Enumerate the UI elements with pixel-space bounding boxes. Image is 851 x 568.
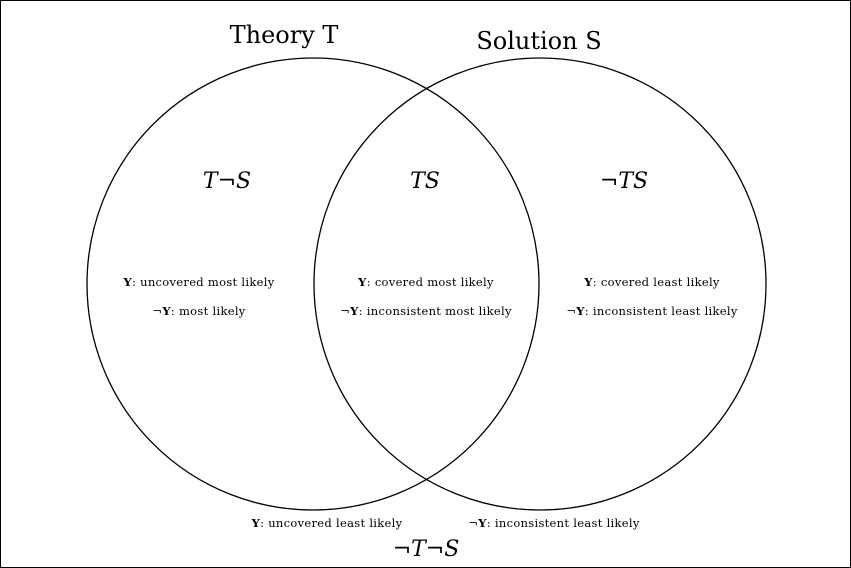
note-outside-y: Y: uncovered least likely (251, 516, 403, 530)
note-not-t-s-y: Y: covered least likely (584, 275, 720, 289)
theory-title: Theory T (229, 21, 339, 49)
note-not-t-s-not-y: ¬Y: inconsistent least likely (566, 304, 738, 318)
note-t-not-s-y: Y: uncovered most likely (123, 275, 275, 289)
region-label-not-t-s: ¬TS (599, 169, 649, 194)
region-label-t-not-s: T¬S (202, 169, 252, 194)
note-outside-not-y: ¬Y: inconsistent least likely (468, 516, 640, 530)
solution-title: Solution S (476, 27, 602, 55)
region-label-not-t-not-s: ¬T¬S (392, 537, 460, 562)
solution-circle (313, 57, 767, 511)
region-label-ts: TS (410, 169, 440, 194)
note-t-not-s-not-y: ¬Y: most likely (152, 304, 246, 318)
note-ts-y: Y: covered most likely (358, 275, 494, 289)
theory-circle (86, 57, 540, 511)
note-ts-not-y: ¬Y: inconsistent most likely (340, 304, 512, 318)
